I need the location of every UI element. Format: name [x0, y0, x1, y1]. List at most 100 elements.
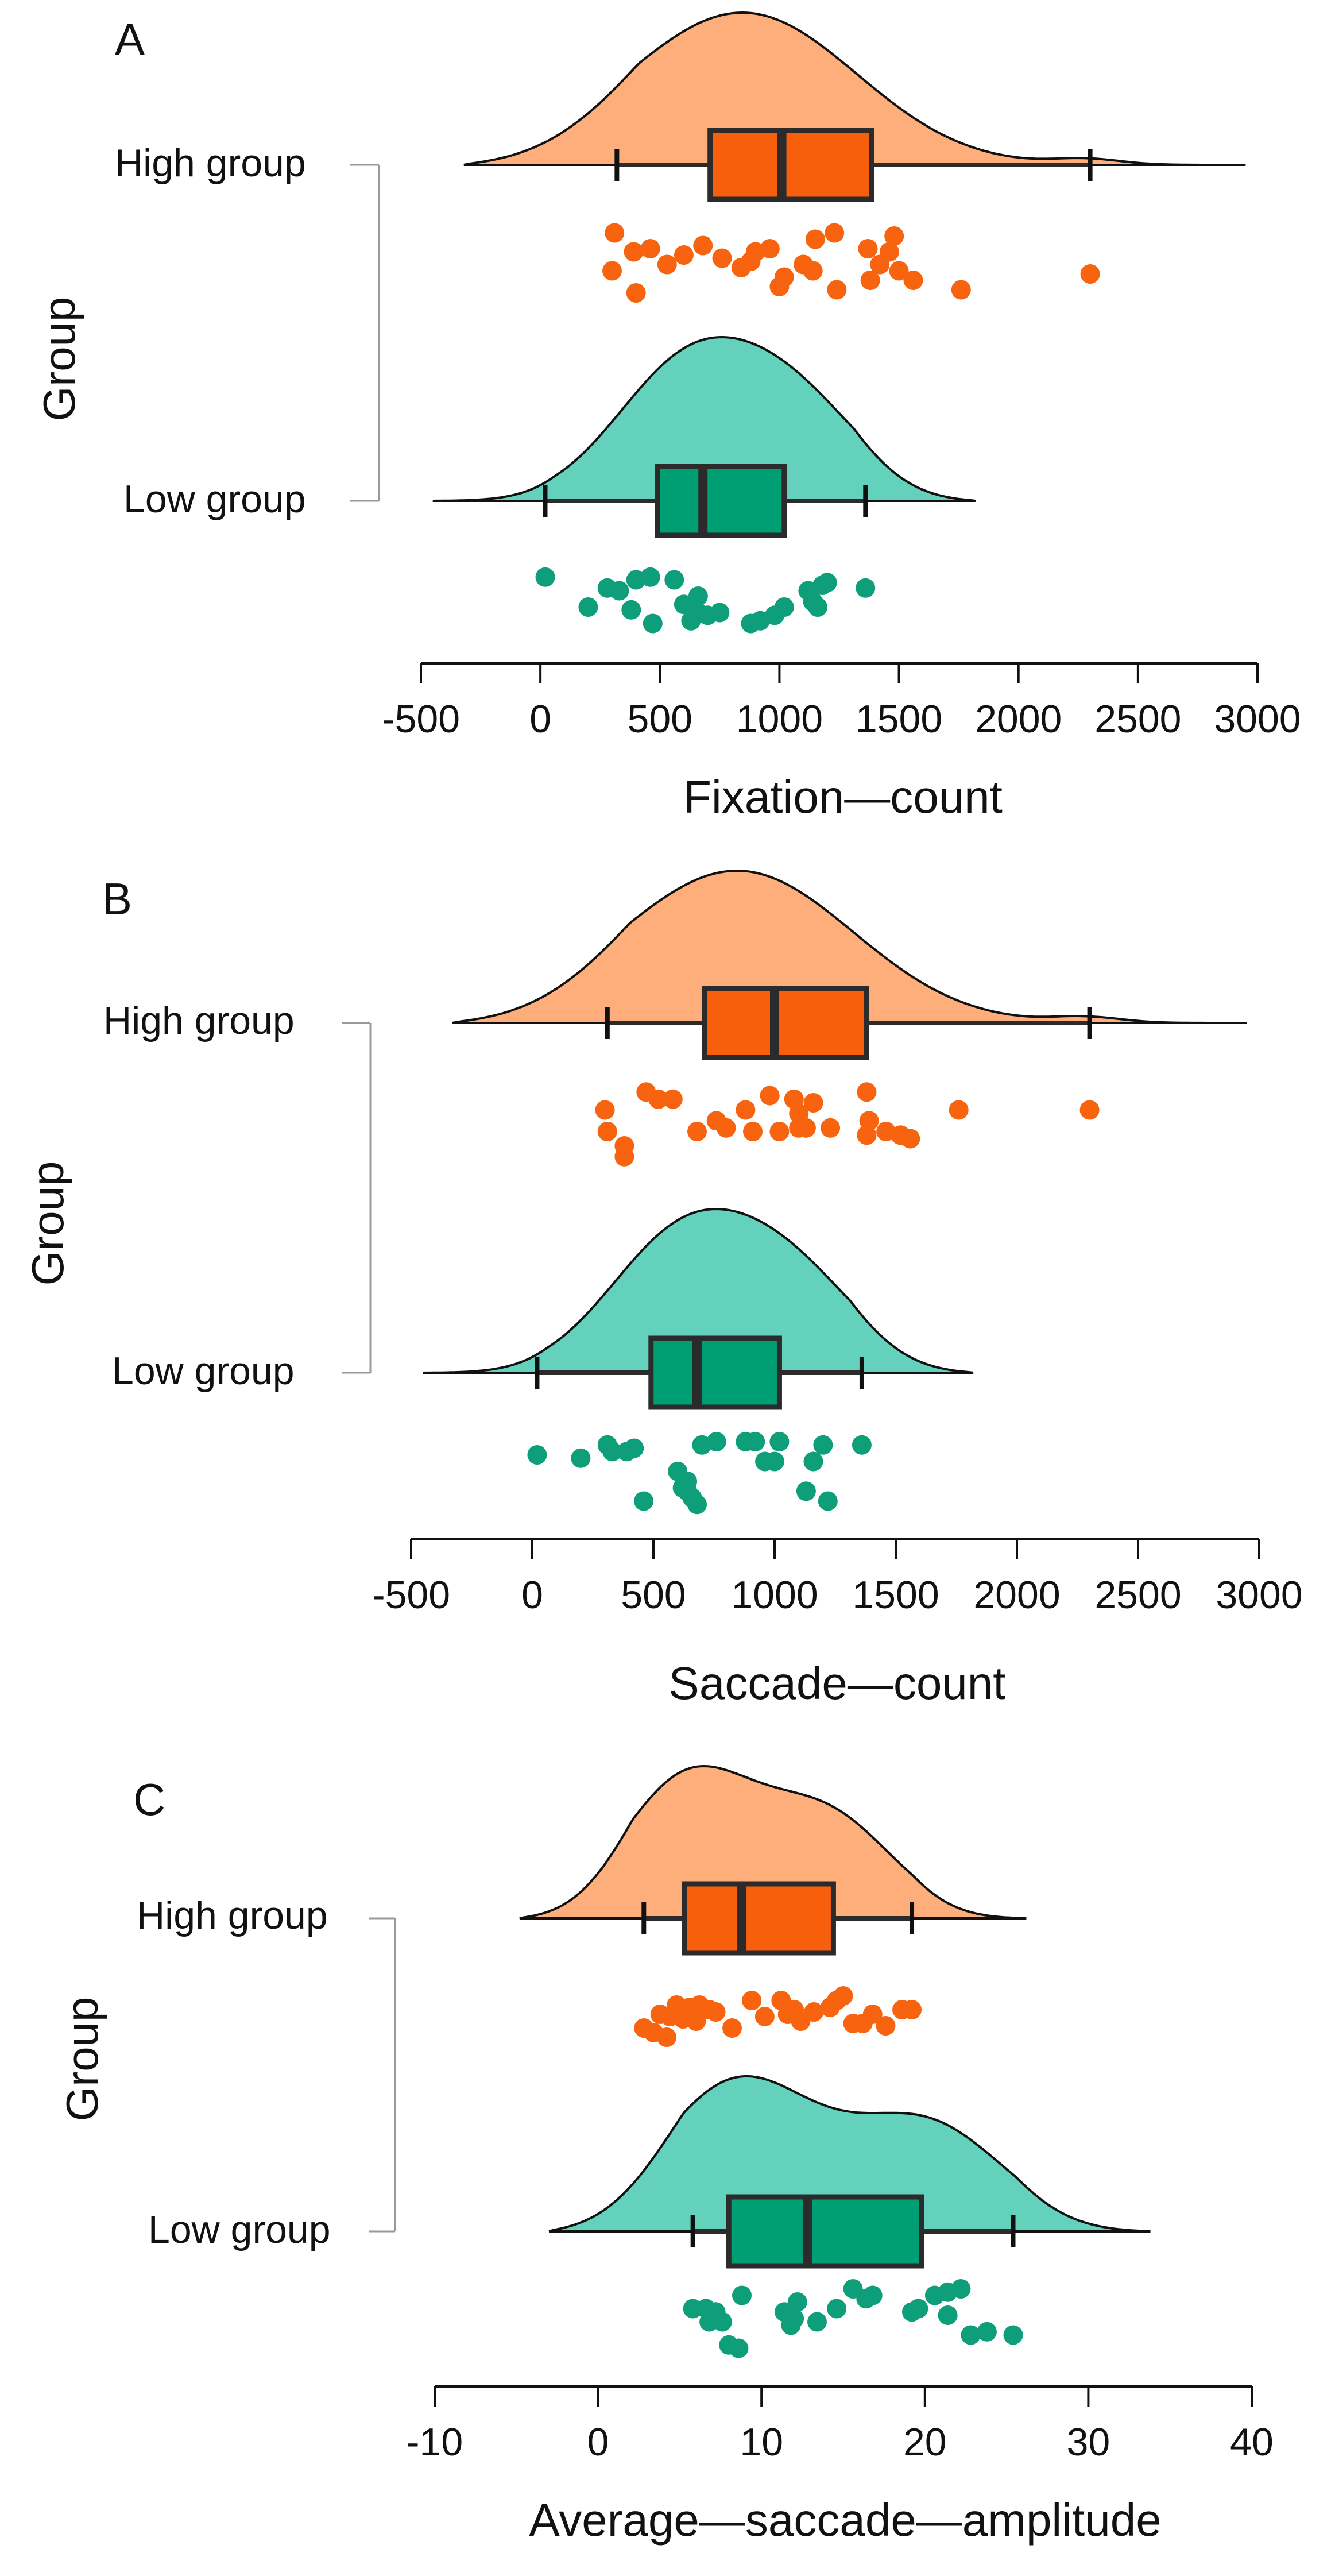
panel-a-x-tick-label-5: 2000 [975, 697, 1062, 741]
panel-b-high-point-19 [857, 1082, 877, 1102]
panel-a-high-box [707, 128, 874, 202]
panel-a-x-axis-title: Fixation—count [683, 771, 1003, 822]
panel-b-low-density-cloud [423, 1207, 974, 1374]
panel-b-low-point-20 [813, 1435, 833, 1455]
panel-a-high-point-19 [879, 242, 899, 262]
panel-a-low-density-cloud [432, 335, 976, 502]
panel-a-low-point-7 [643, 613, 663, 634]
panel-b-high-point-6 [663, 1089, 683, 1109]
panel-b-high-point-20 [859, 1111, 879, 1131]
panel-b-x-tick-label-7: 3000 [1216, 1573, 1302, 1617]
panel-a-x-tick-label-6: 2500 [1094, 697, 1181, 741]
panel-b-high-point-13 [769, 1122, 790, 1141]
panel-b-high-point-5 [648, 1089, 668, 1109]
panel-c-low-point-22 [961, 2325, 981, 2345]
panel-c-x-tick-label-0: -10 [407, 2420, 463, 2464]
panel-b-plot-area [423, 869, 1247, 1515]
panel-a-x-tick-label-7: 3000 [1214, 697, 1301, 741]
panel-a-x-axis: -500 0 500 1000 1500 2000 2500 3000 [382, 662, 1301, 741]
panel-a-low-point-6 [640, 567, 660, 587]
panel-b-high-point-16 [796, 1118, 816, 1138]
panel-a-high-point-25 [805, 229, 825, 249]
panel-c-label: C [133, 1774, 165, 1825]
panel-c-low-point-4 [712, 2312, 732, 2332]
panel-a-high-point-4 [657, 254, 677, 275]
panel-c-low-point-20 [938, 2305, 958, 2325]
panel-a-x-tick-label-1: 0 [529, 697, 551, 741]
panel-c-low-point-12 [827, 2299, 847, 2319]
panel-b-y-axis-title: Group [22, 1161, 73, 1286]
panel-b-x-axis-title: Saccade—count [668, 1658, 1005, 1709]
panel-c-high-point-12 [742, 1991, 762, 2010]
panel-c-high-point-11 [722, 2018, 742, 2038]
panel-b-high-density-cloud [452, 869, 1247, 1024]
panel-b-low-point-0 [527, 1445, 547, 1465]
panel-c-high-point-25 [902, 2000, 922, 2019]
panel-c-x-tick-label-4: 30 [1067, 2420, 1110, 2464]
panel-c-x-tick-label-5: 40 [1230, 2420, 1274, 2464]
panel-b-high-point-1 [597, 1122, 617, 1141]
panel-c-group-label-high: High group [137, 1894, 328, 1937]
panel-a-low-point-0 [535, 567, 555, 587]
panel-c-high-point-10 [706, 2002, 726, 2022]
panel-c-high-point-28 [784, 2000, 804, 2019]
panel-c-low-point-11 [807, 2312, 827, 2332]
panel-c-x-tick-label-3: 20 [903, 2420, 947, 2464]
panel-a-high-point-23 [951, 280, 971, 300]
panel-b-low-point-12 [706, 1432, 726, 1451]
panel-c-high-point-23 [876, 2016, 896, 2036]
panel-a-label: A [115, 14, 145, 64]
panel-a-low-point-23 [688, 586, 708, 606]
panel-a-high-density-cloud [463, 11, 1246, 166]
panel-b-high-point-9 [716, 1118, 736, 1138]
panel-c-high-point-26 [680, 1998, 699, 2017]
panel-b-group-label-high: High group [103, 999, 295, 1042]
panel-b-x-axis: -500 0 500 1000 1500 2000 2500 3000 [372, 1538, 1303, 1617]
panel-a-high-point-5 [626, 283, 646, 303]
panel-a: A High group Low group Group -500 0 500 100… [34, 11, 1301, 822]
panel-a-high-point-17 [860, 271, 880, 290]
panel-a-high-point-10 [760, 239, 780, 258]
panel-b-low-point-16 [769, 1432, 790, 1451]
panel-a-high-point-15 [827, 280, 847, 300]
panel-b-x-tick-label-3: 1000 [731, 1573, 818, 1617]
panel-a-high-point-2 [602, 261, 622, 281]
panel-a-x-tick-label-2: 500 [628, 697, 692, 741]
panel-c-x-tick-label-2: 10 [740, 2420, 783, 2464]
panel-b-x-tick-label-6: 2500 [1094, 1573, 1181, 1617]
panel-b-high-point-21 [857, 1125, 877, 1145]
panel-b-high-point-10 [736, 1100, 756, 1120]
panel-c-x-axis-title: Average—saccade—amplitude [529, 2494, 1161, 2546]
panel-c-low-point-10 [787, 2292, 807, 2312]
panel-b-low-point-21 [818, 1491, 838, 1511]
panel-b-low-point-14 [745, 1432, 765, 1451]
panel-b-low-point-5 [624, 1438, 644, 1458]
panel-b-high-point-27 [789, 1103, 809, 1123]
panel-b: B High group Low group Group -500 0 500 100… [22, 869, 1303, 1709]
panel-b-high-point-18 [821, 1118, 841, 1138]
panel-c-high-point-19 [833, 1986, 853, 2006]
panel-a-high-point-6 [693, 235, 713, 256]
panel-c-high-density-cloud [519, 1764, 1027, 1920]
panel-c-high-point-22 [862, 2005, 883, 2024]
panel-b-high-point-7 [687, 1122, 707, 1141]
panel-b-x-tick-label-0: -500 [372, 1573, 450, 1617]
panel-c-x-axis: -10 0 10 20 30 40 [407, 2385, 1274, 2464]
panel-b-high-point-17 [803, 1093, 823, 1113]
panel-b-group-label-low: Low group [112, 1349, 295, 1393]
panel-b-low-point-19 [803, 1451, 823, 1472]
panel-b-high-point-11 [743, 1122, 763, 1141]
panel-b-high-point-12 [760, 1086, 780, 1106]
panel-b-low-point-6 [634, 1491, 654, 1511]
panel-b-x-tick-label-4: 1500 [852, 1573, 939, 1617]
panel-c-y-axis-title: Group [57, 1997, 107, 2122]
panel-a-y-axis-title: Group [34, 297, 84, 422]
panel-b-low-point-24 [687, 1494, 707, 1515]
panel-a-high-point-21 [889, 261, 909, 281]
panel-c-high-box [682, 1881, 836, 1956]
panel-b-high-point-24 [900, 1129, 920, 1149]
panel-b-x-tick-label-5: 2000 [973, 1573, 1060, 1617]
panel-a-low-point-21 [817, 573, 837, 593]
panel-a-x-tick-label-3: 1000 [736, 697, 823, 741]
panel-a-low-point-8 [664, 570, 684, 590]
